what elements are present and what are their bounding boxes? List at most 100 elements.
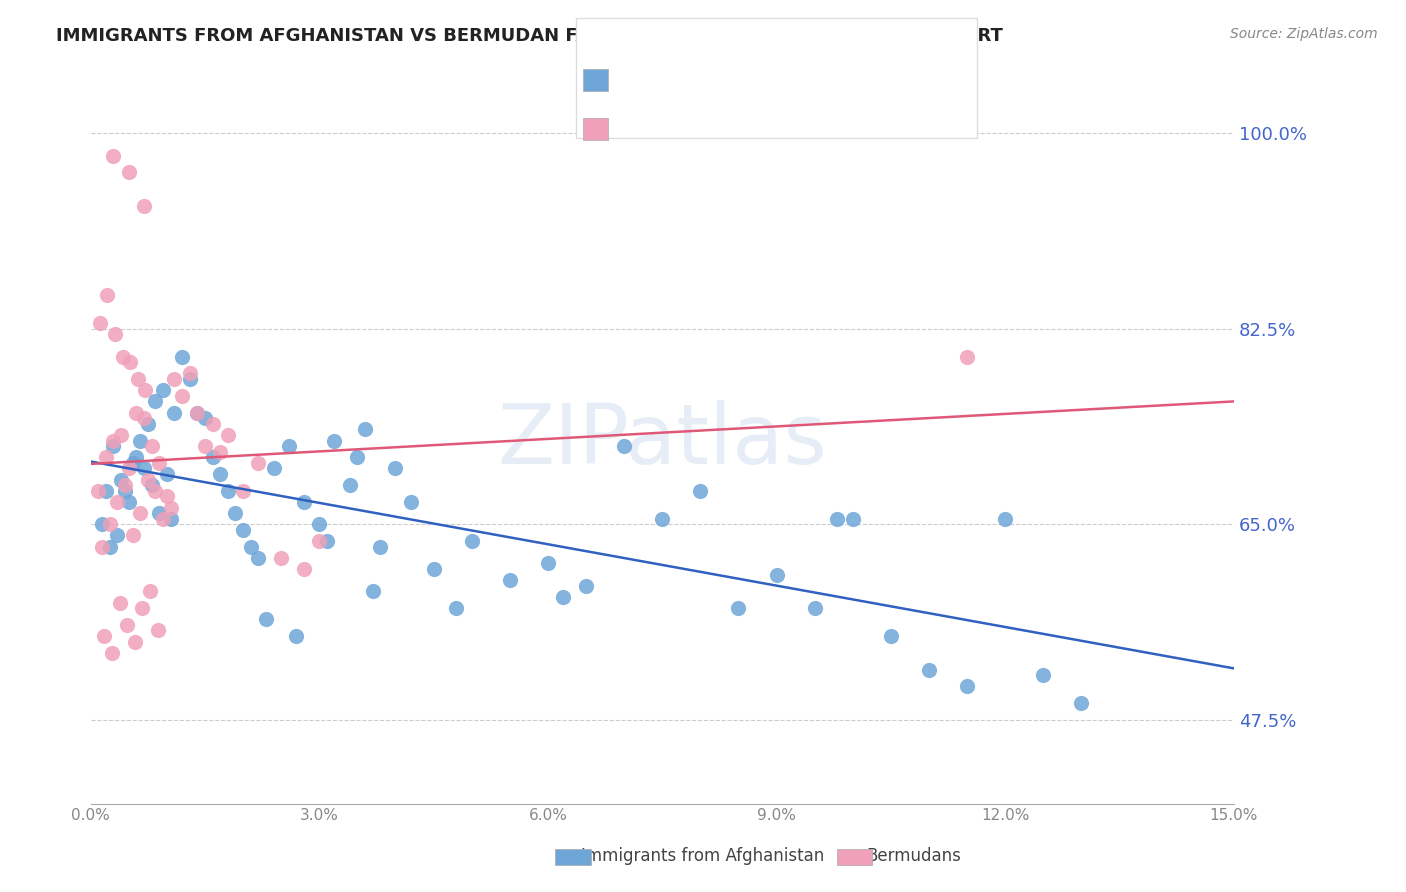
Point	[91, 540, 114, 554]
Point	[110, 428, 132, 442]
Point	[118, 165, 141, 179]
Point	[263, 461, 285, 475]
Point	[239, 540, 262, 554]
Point	[91, 517, 114, 532]
Point	[217, 483, 239, 498]
Point	[613, 439, 636, 453]
Point	[148, 506, 170, 520]
Point	[422, 562, 444, 576]
Point	[232, 523, 254, 537]
Point	[111, 350, 134, 364]
Point	[125, 450, 148, 465]
Point	[163, 406, 186, 420]
Point	[148, 456, 170, 470]
Point	[110, 473, 132, 487]
Point	[1032, 668, 1054, 682]
Point	[186, 406, 208, 420]
Point	[247, 550, 270, 565]
Point	[368, 540, 391, 554]
Point	[118, 495, 141, 509]
Point	[186, 406, 208, 420]
Point	[254, 612, 277, 626]
Point	[841, 512, 863, 526]
Point	[121, 528, 143, 542]
Point	[89, 316, 111, 330]
Point	[292, 495, 315, 509]
Point	[956, 350, 979, 364]
Point	[105, 495, 128, 509]
Point	[553, 590, 575, 604]
Point	[346, 450, 368, 465]
Point	[170, 350, 193, 364]
Point	[93, 629, 115, 643]
Point	[689, 483, 711, 498]
Point	[114, 478, 136, 492]
Point	[224, 506, 246, 520]
Point	[136, 417, 159, 431]
Point	[179, 372, 201, 386]
Point	[127, 372, 149, 386]
Point	[323, 434, 346, 448]
Text: ZIPatlas: ZIPatlas	[498, 400, 827, 481]
Point	[399, 495, 422, 509]
Point	[103, 148, 125, 162]
Point	[201, 450, 224, 465]
Point	[132, 199, 155, 213]
Point	[136, 473, 159, 487]
Point	[651, 512, 673, 526]
Point	[285, 629, 308, 643]
Text: Bermudans: Bermudans	[866, 847, 962, 865]
Point	[104, 327, 127, 342]
Point	[765, 567, 787, 582]
Point	[98, 540, 121, 554]
Point	[159, 500, 181, 515]
Point	[152, 384, 174, 398]
Point	[131, 601, 153, 615]
Point	[94, 450, 117, 465]
Point	[103, 434, 125, 448]
Point	[129, 506, 152, 520]
Point	[121, 456, 143, 470]
Point	[270, 550, 292, 565]
Text: Immigrants from Afghanistan: Immigrants from Afghanistan	[581, 847, 825, 865]
Point	[194, 411, 217, 425]
Point	[170, 389, 193, 403]
Point	[308, 517, 330, 532]
Point	[129, 434, 152, 448]
Point	[308, 534, 330, 549]
Point	[145, 483, 167, 498]
Point	[108, 595, 131, 609]
Point	[956, 679, 979, 693]
Point	[354, 422, 377, 436]
Point	[918, 663, 941, 677]
Point	[141, 478, 163, 492]
Point	[146, 624, 169, 638]
Point	[292, 562, 315, 576]
Point	[105, 528, 128, 542]
Point	[145, 394, 167, 409]
Point	[152, 512, 174, 526]
Text: R = -0.331   N = 67: R = -0.331 N = 67	[612, 70, 804, 90]
Point	[132, 411, 155, 425]
Point	[156, 467, 179, 481]
Point	[277, 439, 299, 453]
Point	[803, 601, 825, 615]
Point	[537, 557, 560, 571]
Point	[727, 601, 749, 615]
Point	[575, 579, 598, 593]
Point	[124, 634, 146, 648]
Point	[94, 483, 117, 498]
Point	[880, 629, 903, 643]
Point	[446, 601, 468, 615]
Text: Source: ZipAtlas.com: Source: ZipAtlas.com	[1230, 27, 1378, 41]
Text: R = 0.304   N = 52: R = 0.304 N = 52	[612, 120, 797, 139]
Point	[217, 428, 239, 442]
Point	[361, 584, 384, 599]
Point	[96, 288, 118, 302]
Point	[315, 534, 337, 549]
Point	[115, 618, 138, 632]
Point	[339, 478, 361, 492]
Text: IMMIGRANTS FROM AFGHANISTAN VS BERMUDAN FAMILY HOUSEHOLDS CORRELATION CHART: IMMIGRANTS FROM AFGHANISTAN VS BERMUDAN …	[56, 27, 1002, 45]
Point	[209, 467, 232, 481]
Point	[194, 439, 217, 453]
